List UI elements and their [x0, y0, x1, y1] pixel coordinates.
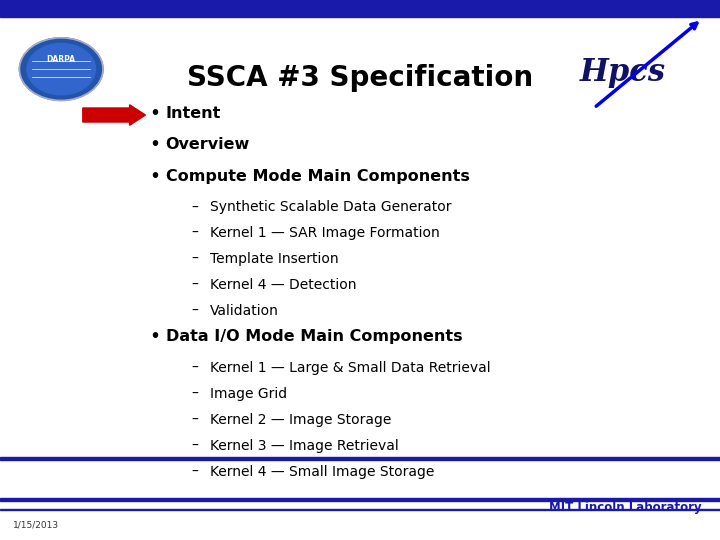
Text: Compute Mode Main Components: Compute Mode Main Components: [166, 168, 469, 184]
Text: DARPA: DARPA: [47, 55, 76, 64]
Text: •: •: [149, 135, 161, 154]
Text: Kernel 1 — SAR Image Formation: Kernel 1 — SAR Image Formation: [210, 226, 440, 240]
Circle shape: [27, 43, 96, 95]
Bar: [0, 457, 720, 460]
Bar: [0, 509, 720, 510]
Text: Kernel 2 — Image Storage: Kernel 2 — Image Storage: [210, 413, 392, 427]
Text: Synthetic Scalable Data Generator: Synthetic Scalable Data Generator: [210, 200, 451, 214]
Text: Template Insertion: Template Insertion: [210, 252, 339, 266]
Text: Image Grid: Image Grid: [210, 387, 287, 401]
Text: –: –: [191, 278, 198, 292]
Bar: [0, 0, 720, 17]
Text: –: –: [191, 387, 198, 401]
Text: MIT Lincoln Laboratory: MIT Lincoln Laboratory: [549, 501, 702, 514]
FancyArrow shape: [83, 105, 145, 125]
Text: –: –: [191, 304, 198, 318]
Text: Overview: Overview: [166, 137, 250, 152]
Text: 1/15/2013: 1/15/2013: [13, 521, 59, 529]
Bar: [0, 498, 720, 501]
Circle shape: [19, 38, 103, 100]
Text: Data I/O Mode Main Components: Data I/O Mode Main Components: [166, 329, 462, 345]
Text: –: –: [191, 200, 198, 214]
Text: •: •: [149, 327, 161, 347]
Text: Hpcs: Hpcs: [580, 57, 666, 89]
Text: Kernel 4 — Small Image Storage: Kernel 4 — Small Image Storage: [210, 465, 435, 479]
Text: Intent: Intent: [166, 106, 221, 121]
Text: Kernel 4 — Detection: Kernel 4 — Detection: [210, 278, 356, 292]
Text: •: •: [149, 166, 161, 186]
Text: –: –: [191, 226, 198, 240]
Text: Kernel 3 — Image Retrieval: Kernel 3 — Image Retrieval: [210, 439, 399, 453]
Text: –: –: [191, 413, 198, 427]
Text: SSCA #3 Specification: SSCA #3 Specification: [187, 64, 533, 92]
Text: –: –: [191, 465, 198, 479]
Text: •: •: [149, 104, 161, 123]
Text: Kernel 1 — Large & Small Data Retrieval: Kernel 1 — Large & Small Data Retrieval: [210, 361, 491, 375]
Text: –: –: [191, 361, 198, 375]
Text: Validation: Validation: [210, 304, 279, 318]
Text: –: –: [191, 252, 198, 266]
Text: –: –: [191, 439, 198, 453]
